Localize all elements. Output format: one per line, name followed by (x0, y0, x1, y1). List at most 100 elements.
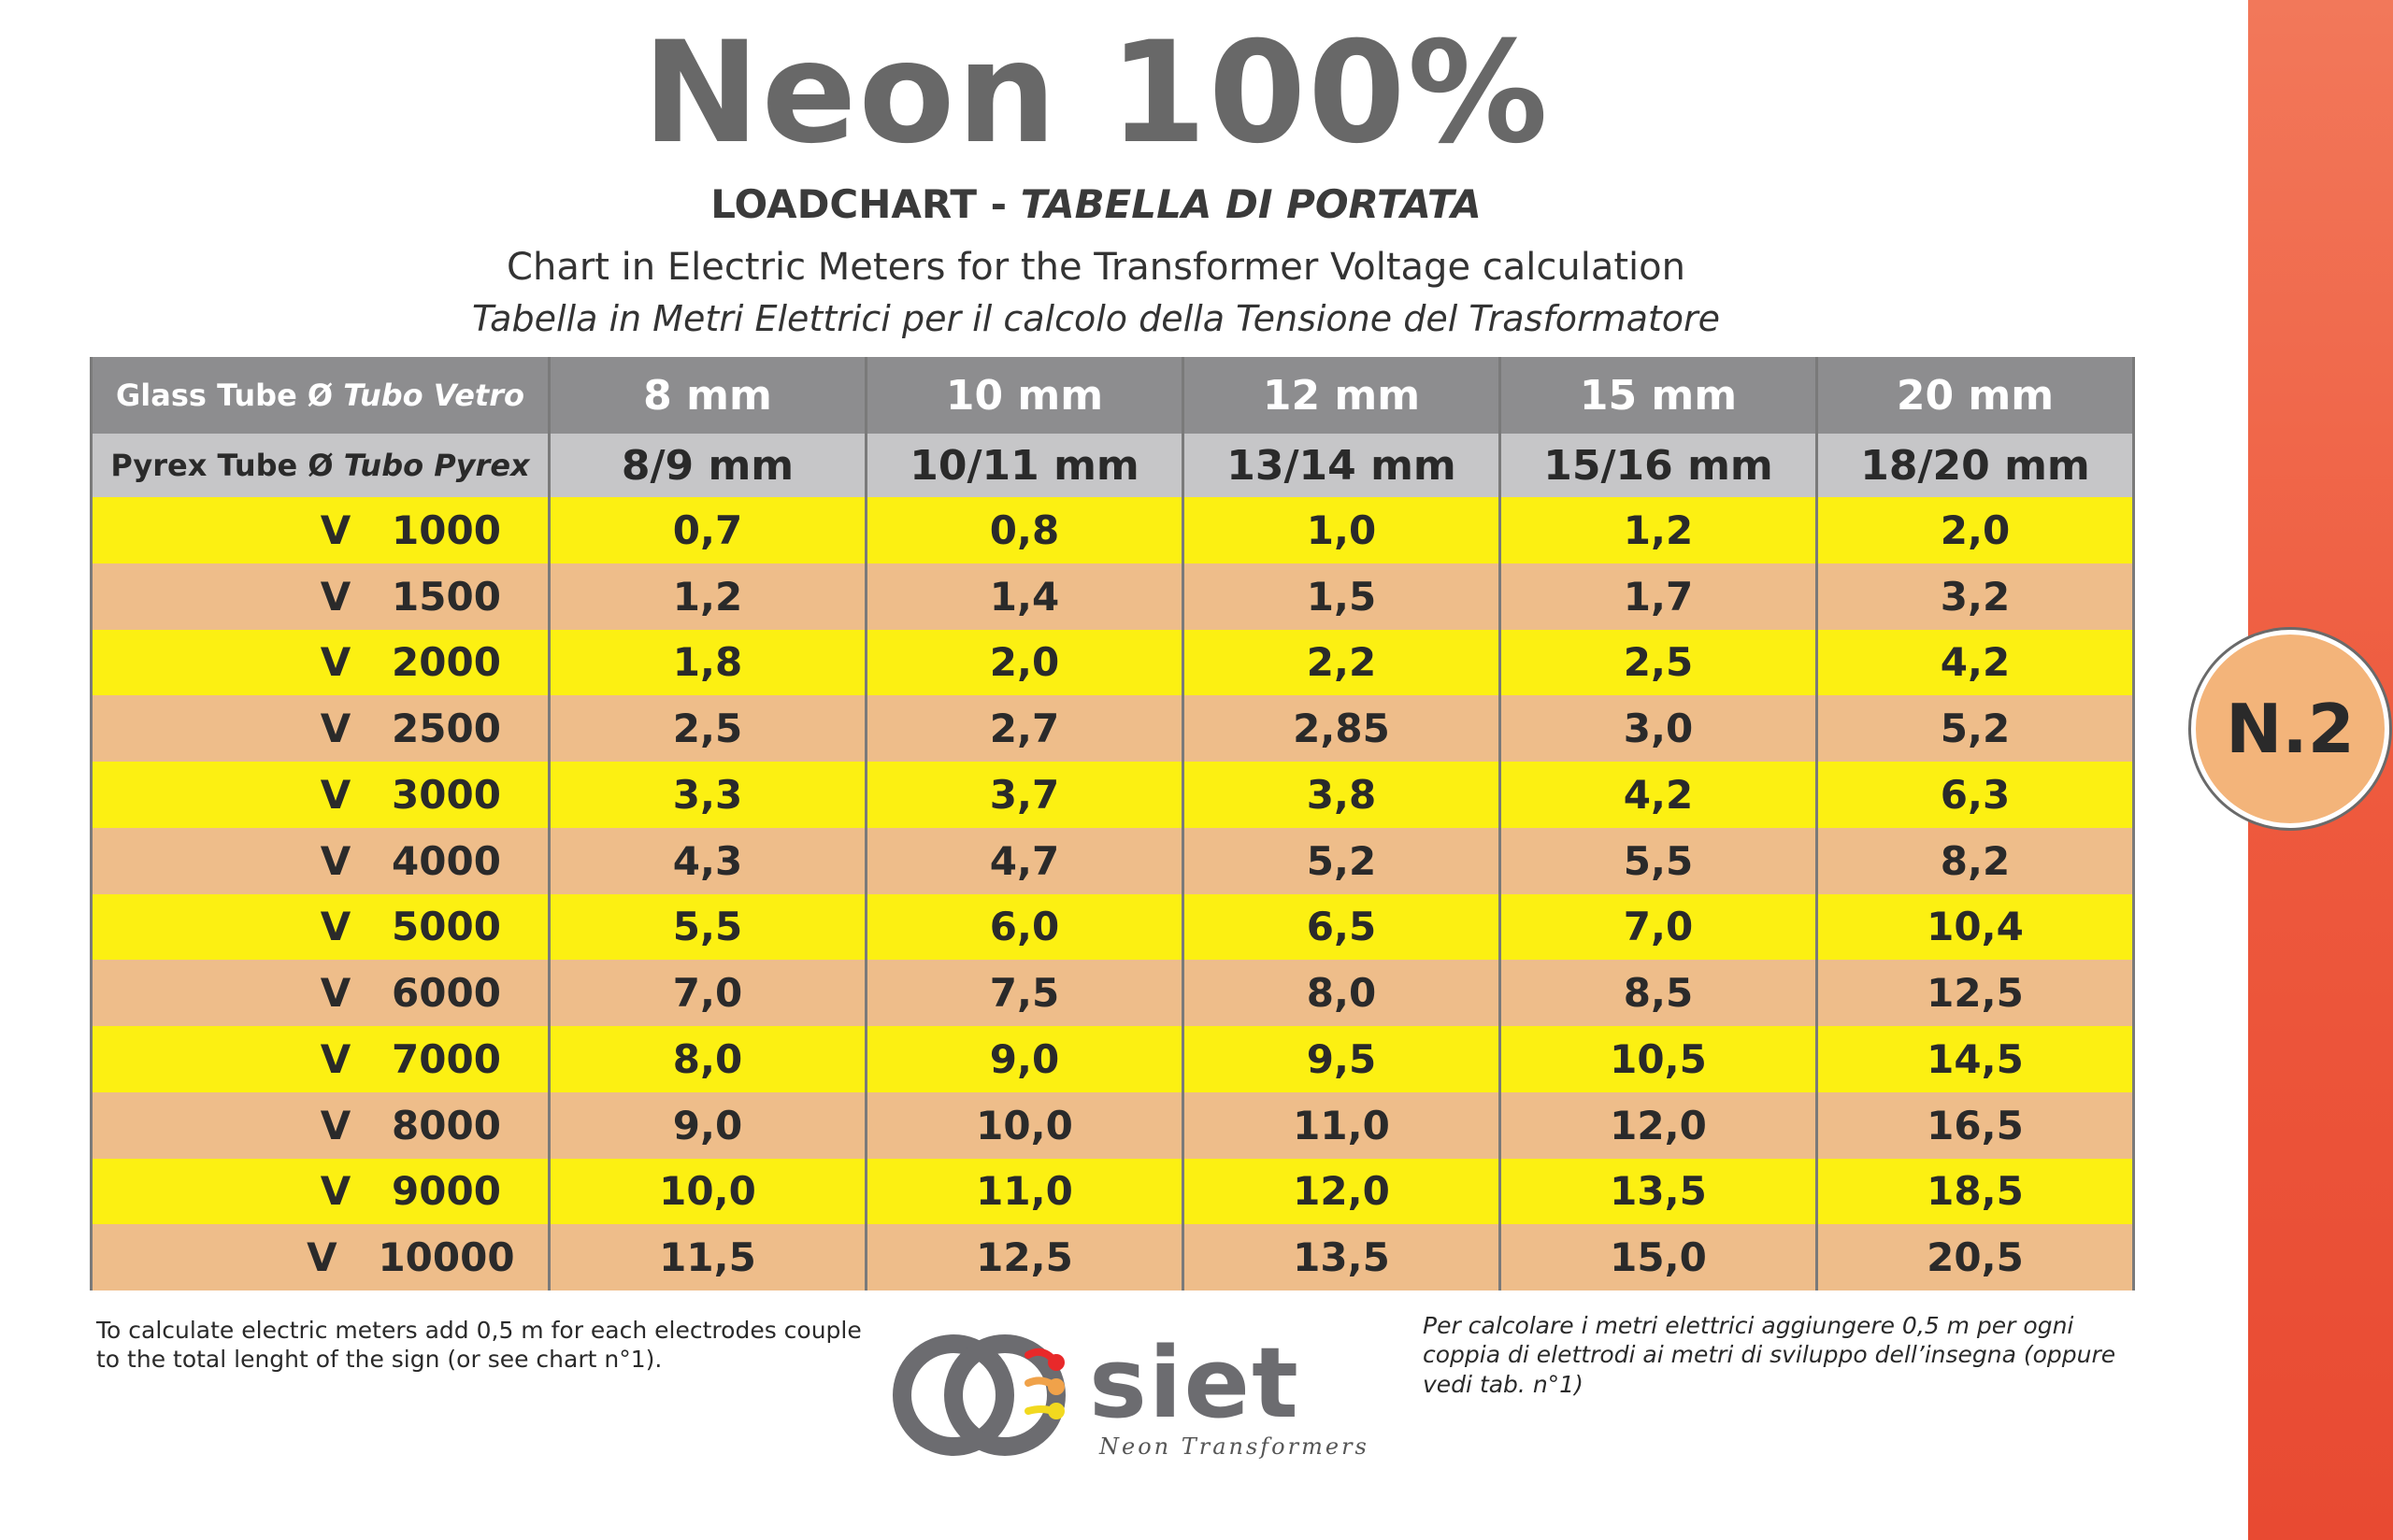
glass-tube-label: Glass Tube Ø Tubo Vetro (90, 357, 551, 434)
voltage-prefix: V (320, 1168, 351, 1215)
voltage-cell: V 2000 (90, 629, 551, 696)
voltage-value: 8000 (392, 1102, 501, 1148)
meter-cell: 20,5 (1815, 1224, 2135, 1290)
pyrex-label-italic: Tubo Pyrex (343, 448, 530, 483)
pyrex-tube-header-row: Pyrex Tube Ø Tubo Pyrex 8/9 mm 10/11 mm … (90, 434, 2135, 497)
voltage-prefix: V (320, 573, 351, 620)
meter-cell: 8,2 (1815, 827, 2135, 894)
subtitle-italic: TABELLA DI PORTATA (1020, 181, 1482, 227)
voltage-value: 7000 (392, 1035, 501, 1082)
voltage-cell: V 9000 (90, 1158, 551, 1225)
voltage-value: 3000 (392, 771, 501, 818)
meter-cell: 2,0 (865, 629, 1184, 696)
meter-cell: 7,0 (548, 960, 867, 1026)
pyrex-size-header: 10/11 mm (865, 434, 1184, 497)
glass-size-header: 10 mm (865, 357, 1184, 434)
meter-cell: 6,3 (1815, 762, 2135, 828)
page-subtitle: LOADCHART - TABELLA DI PORTATA (0, 185, 2192, 224)
meter-cell: 10,5 (1498, 1026, 1818, 1092)
meter-cell: 4,3 (548, 827, 867, 894)
pyrex-size-header: 18/20 mm (1815, 434, 2135, 497)
load-chart-table: Glass Tube Ø Tubo Vetro 8 mm 10 mm 12 mm… (90, 357, 2135, 1290)
meter-cell: 1,7 (1498, 563, 1818, 630)
meter-cell: 12,0 (1182, 1158, 1501, 1225)
meter-cell: 5,5 (1498, 827, 1818, 894)
meter-cell: 4,7 (865, 827, 1184, 894)
badge-label: N.2 (2226, 690, 2355, 768)
meter-cell: 1,2 (1498, 497, 1818, 563)
meter-cell: 1,0 (1182, 497, 1501, 563)
meter-cell: 4,2 (1815, 629, 2135, 696)
meter-cell: 5,2 (1182, 827, 1501, 894)
voltage-value: 2000 (392, 639, 501, 686)
table-row: V 5000 5,5 6,0 6,5 7,0 10,4 (90, 893, 2135, 961)
meter-cell: 10,4 (1815, 893, 2135, 961)
meter-cell: 9,0 (865, 1026, 1184, 1092)
logo-tagline: Neon Transformers (1099, 1433, 1369, 1460)
pyrex-size-header: 8/9 mm (548, 434, 867, 497)
voltage-value: 4000 (392, 837, 501, 884)
logo-wordmark: siet (1089, 1326, 1300, 1440)
meter-cell: 1,4 (865, 563, 1184, 630)
voltage-cell: V 10000 (90, 1224, 551, 1290)
siet-rings-icon (893, 1334, 1066, 1456)
meter-cell: 12,5 (865, 1224, 1184, 1290)
meter-cell: 8,5 (1498, 960, 1818, 1026)
voltage-prefix: V (320, 1102, 351, 1148)
voltage-prefix: V (320, 1035, 351, 1082)
meter-cell: 13,5 (1498, 1158, 1818, 1225)
meter-cell: 1,2 (548, 563, 867, 630)
meter-cell: 3,0 (1498, 695, 1818, 762)
meter-cell: 0,7 (548, 497, 867, 563)
meter-cell: 14,5 (1815, 1026, 2135, 1092)
table-row: V 8000 9,0 10,0 11,0 12,0 16,5 (90, 1091, 2135, 1159)
table-row: V 7000 8,0 9,0 9,5 10,5 14,5 (90, 1026, 2135, 1092)
chart-number-badge: N.2 (2191, 630, 2389, 828)
voltage-cell: V 4000 (90, 827, 551, 894)
meter-cell: 16,5 (1815, 1091, 2135, 1159)
pyrex-tube-label: Pyrex Tube Ø Tubo Pyrex (90, 434, 551, 497)
voltage-cell: V 1500 (90, 563, 551, 630)
voltage-cell: V 7000 (90, 1026, 551, 1092)
meter-cell: 11,5 (548, 1224, 867, 1290)
glass-label-italic: Tubo Vetro (343, 378, 524, 413)
voltage-value: 1500 (392, 573, 501, 620)
meter-cell: 12,0 (1498, 1091, 1818, 1159)
table-row: V 1500 1,2 1,4 1,5 1,7 3,2 (90, 563, 2135, 630)
voltage-cell: V 5000 (90, 893, 551, 961)
voltage-value: 1000 (392, 506, 501, 553)
meter-cell: 3,8 (1182, 762, 1501, 828)
meter-cell: 8,0 (548, 1026, 867, 1092)
meter-cell: 2,2 (1182, 629, 1501, 696)
description-english: Chart in Electric Meters for the Transfo… (507, 246, 1685, 289)
note-italian: Per calcolare i metri elettrici aggiunge… (1423, 1312, 2116, 1398)
meter-cell: 6,0 (865, 893, 1184, 961)
meter-cell: 15,0 (1498, 1224, 1818, 1290)
page-title: Neon 100% (642, 12, 1550, 175)
meter-cell: 2,5 (1498, 629, 1818, 696)
meter-cell: 11,0 (865, 1158, 1184, 1225)
glass-tube-header-row: Glass Tube Ø Tubo Vetro 8 mm 10 mm 12 mm… (90, 357, 2135, 434)
meter-cell: 2,5 (548, 695, 867, 762)
voltage-prefix: V (320, 837, 351, 884)
voltage-prefix: V (320, 706, 351, 752)
meter-cell: 10,0 (865, 1091, 1184, 1159)
meter-cell: 3,3 (548, 762, 867, 828)
glass-size-header: 12 mm (1182, 357, 1501, 434)
table-row: V 2000 1,8 2,0 2,2 2,5 4,2 (90, 629, 2135, 696)
voltage-prefix: V (320, 639, 351, 686)
voltage-cell: V 8000 (90, 1091, 551, 1159)
meter-cell: 3,7 (865, 762, 1184, 828)
pyrex-size-header: 13/14 mm (1182, 434, 1501, 497)
meter-cell: 7,0 (1498, 893, 1818, 961)
voltage-cell: V 1000 (90, 497, 551, 563)
glass-size-header: 20 mm (1815, 357, 2135, 434)
table-row: V 4000 4,3 4,7 5,2 5,5 8,2 (90, 827, 2135, 894)
siet-logo: siet Neon Transformers (888, 1306, 1383, 1465)
meter-cell: 1,8 (548, 629, 867, 696)
meter-cell: 4,2 (1498, 762, 1818, 828)
voltage-cell: V 6000 (90, 960, 551, 1026)
meter-cell: 8,0 (1182, 960, 1501, 1026)
subtitle-main: LOADCHART - (710, 181, 1008, 227)
voltage-prefix: V (320, 970, 351, 1017)
